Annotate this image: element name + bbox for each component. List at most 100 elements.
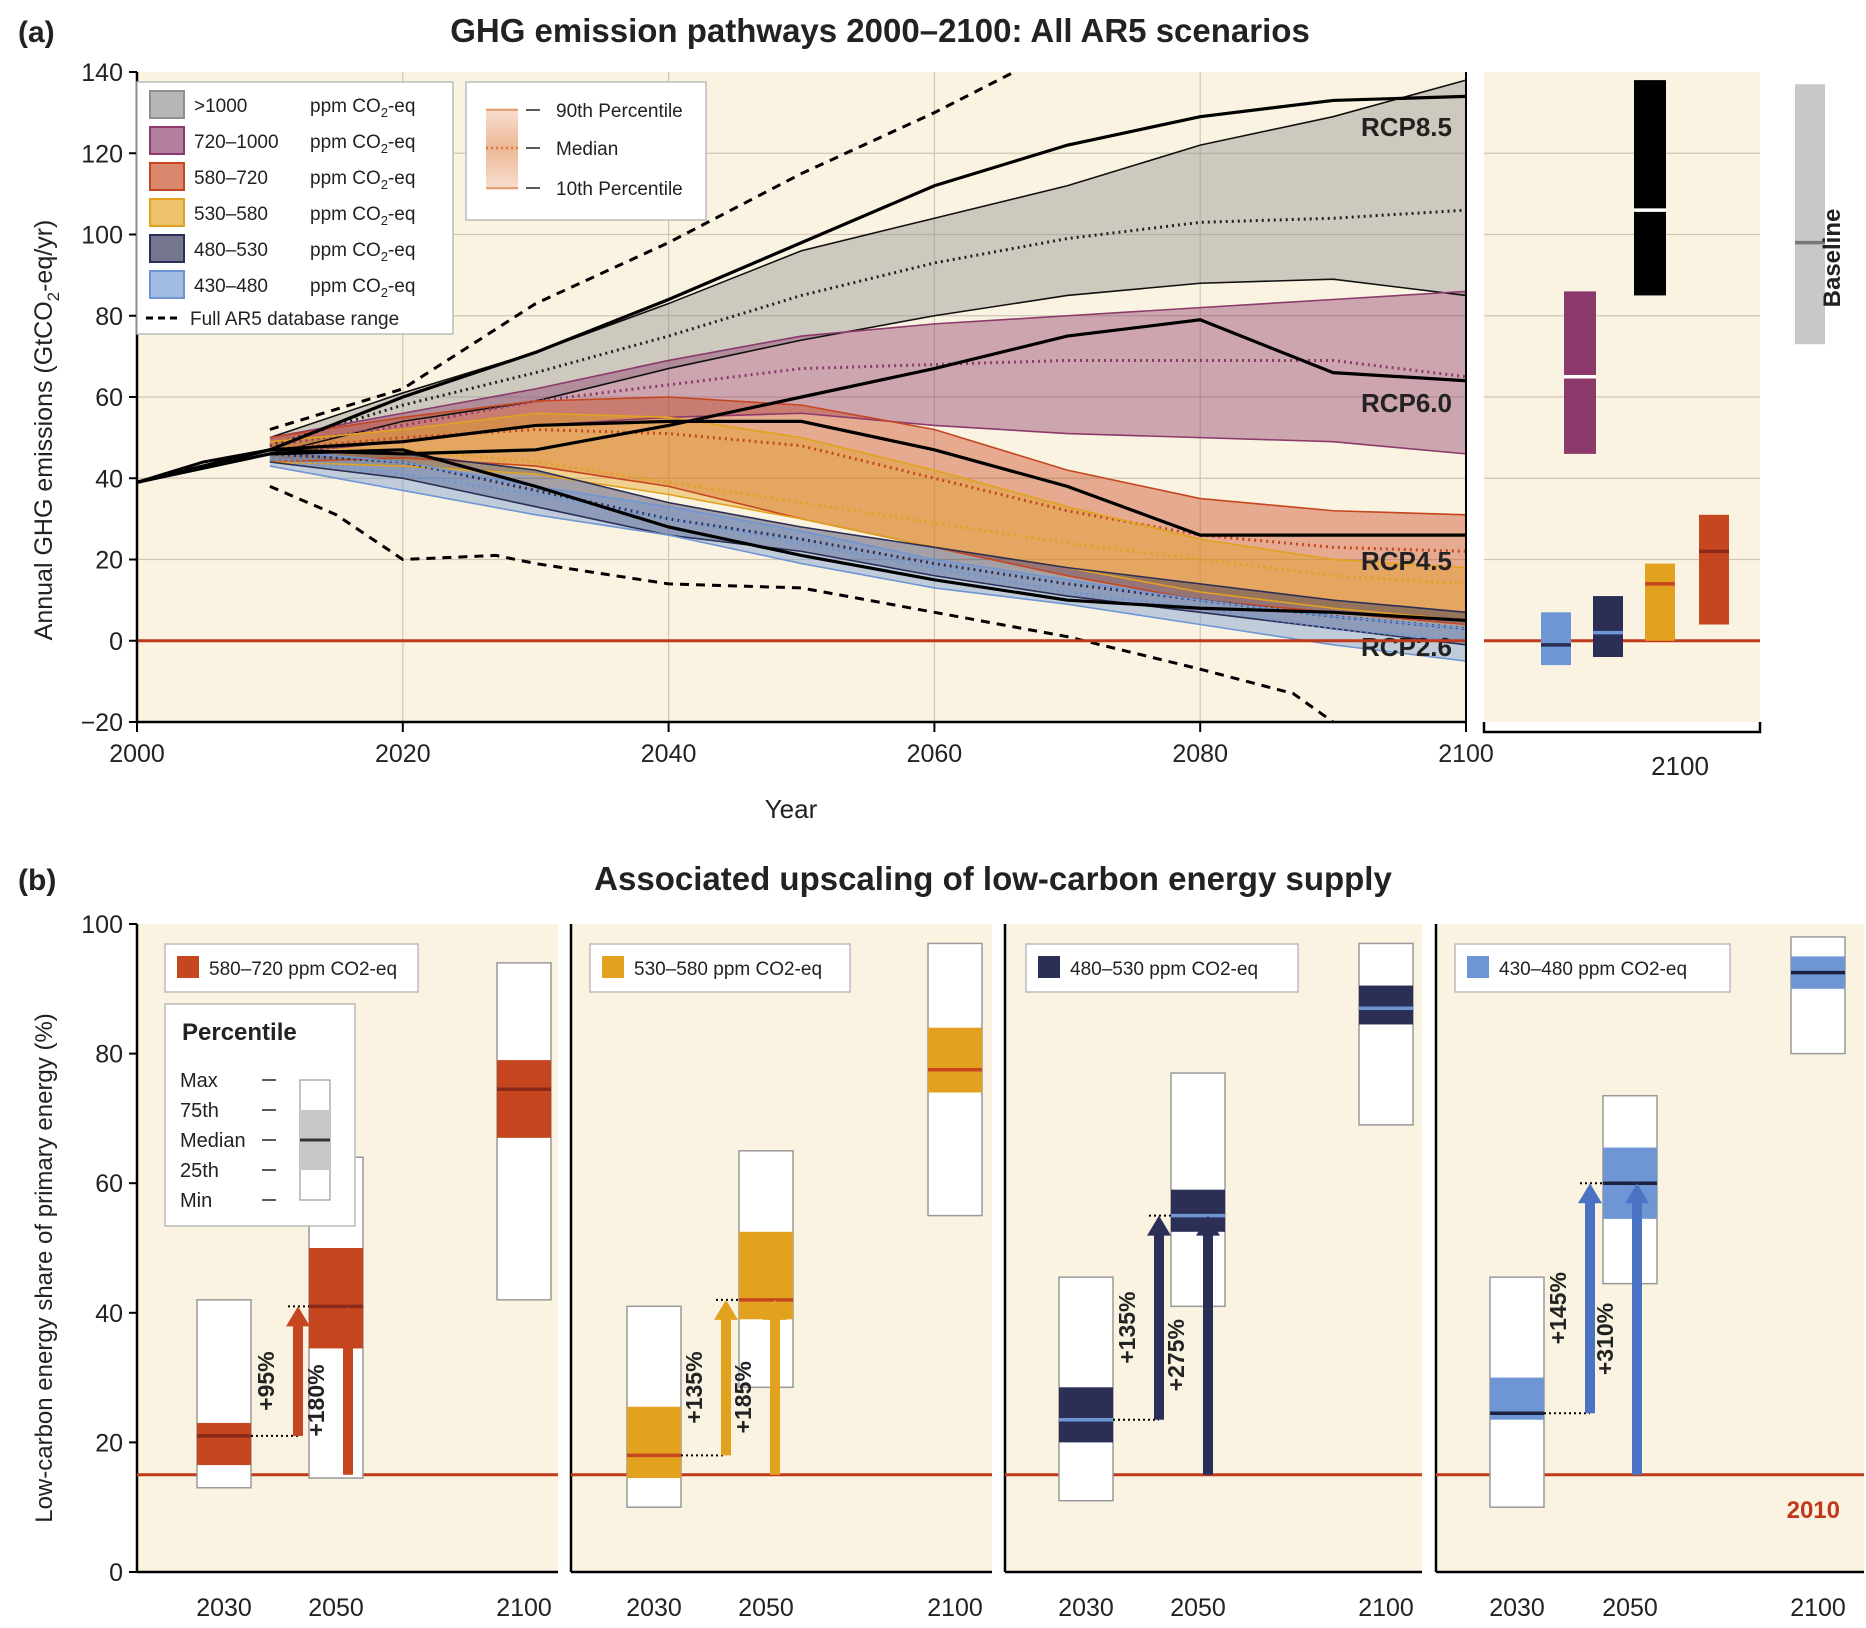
arrow-label-c530-0: +135%	[681, 1351, 707, 1423]
b-tick-label-y-20: 20	[95, 1429, 123, 1457]
b-legend-box-c530	[589, 943, 851, 993]
b-tick-label-y-80: 80	[95, 1041, 123, 1069]
legend-swatch-c430	[149, 270, 185, 299]
legend-range-c480: 480–530	[194, 240, 268, 261]
legend-unit-tail: -eq	[388, 96, 415, 117]
legend-full-range: Full AR5 database range	[190, 309, 399, 330]
line-rcp4-5	[136, 419, 1466, 537]
band-c580-p90	[269, 396, 1467, 516]
band-c480-p90	[269, 449, 1467, 614]
pct-legend-label-25th: 25th	[180, 1160, 219, 1182]
legend-unit-main: ppm CO	[310, 204, 381, 225]
legend-unit-main: ppm CO	[310, 132, 381, 153]
range-2100-c430	[1541, 612, 1571, 666]
b-tick-label-y-100: 100	[81, 911, 123, 939]
baseline-label: Baseline	[1819, 209, 1846, 308]
panel-b-ylabel: Low-carbon energy share of primary energ…	[31, 1013, 58, 1523]
legend-unit-main: ppm CO	[310, 240, 381, 261]
band-c430-p90	[269, 449, 1467, 630]
b-legend-swatch-c530	[602, 956, 624, 978]
arrow-label-c580-0: +95%	[253, 1351, 279, 1410]
legend-unit-sub: 2	[381, 285, 388, 300]
legend-unit-c530: ppm CO2-eq	[310, 204, 415, 228]
range-2100-c480	[1593, 596, 1623, 657]
b-legend-swatch-c480	[1038, 956, 1060, 978]
tick-label-x-2080: 2080	[1172, 740, 1228, 768]
band-gt1000-p10	[269, 278, 1467, 455]
panel-a-xlabel: Year	[765, 794, 818, 824]
legend-box	[136, 81, 454, 335]
pct-legend-label-max: Max	[180, 1070, 218, 1092]
band-gt1000-p90	[269, 79, 1467, 439]
b-x-label-c530-2030: 2030	[626, 1594, 682, 1622]
legend-unit-c480: ppm CO2-eq	[310, 240, 415, 264]
band-c480-p10	[269, 461, 1467, 646]
iqr-c530-2050	[739, 1231, 793, 1320]
legend-unit-c580: ppm CO2-eq	[310, 168, 415, 192]
band-c430-median	[269, 456, 1467, 643]
iqr-c480-2100	[1359, 985, 1413, 1025]
legend-median: Median	[556, 139, 618, 160]
tick-label-y-140: 140	[81, 59, 123, 87]
panel-a-side-xlabel: 2100	[1651, 751, 1709, 781]
line-rcp8-5	[136, 94, 1467, 484]
band-c720-median	[269, 358, 1467, 448]
panel-a-main-plot: RCP8.5RCP6.0RCP4.5RCP2.6−200204060801001…	[81, 59, 1494, 768]
band-c720-p90	[269, 290, 1467, 439]
arrow-shaft-c480-1	[1203, 1233, 1213, 1475]
b-legend-text-c530: 530–580 ppm CO2-eq	[634, 959, 822, 980]
legend-unit-sub: 2	[381, 105, 388, 120]
arrow-shaft-c430-1	[1632, 1201, 1642, 1475]
tick-label-y-20: −20	[81, 709, 123, 737]
ylabel-main: Annual GHG emissions (GtCO	[30, 301, 58, 640]
iqr-c480-2050	[1171, 1189, 1225, 1232]
b-legend-text-c580: 580–720 ppm CO2-eq	[209, 959, 397, 980]
panel-a-2100-ranges	[1482, 72, 1825, 734]
b-x-label-c480-2050: 2050	[1170, 1594, 1226, 1622]
tick-label-y-120: 120	[81, 140, 123, 168]
line-rcp2-6	[136, 448, 1467, 623]
tick-label-y-20: 20	[95, 547, 123, 575]
b-legend-box-c580	[164, 943, 419, 993]
tick-label-x-2020: 2020	[375, 740, 431, 768]
ylabel-end: -eq/yr)	[30, 220, 58, 292]
panel-a-label: (a)	[18, 16, 55, 49]
b-legend-swatch-c430	[1467, 956, 1489, 978]
band-c580-median	[269, 427, 1467, 553]
tick-label-x-2000: 2000	[109, 740, 165, 768]
box-c430-2100	[1790, 936, 1846, 1055]
b-x-label-c580-2100: 2100	[496, 1594, 552, 1622]
panel-b-label: (b)	[18, 864, 56, 897]
arrow-shaft-c580-0	[293, 1324, 303, 1436]
b-x-label-c530-2050: 2050	[738, 1594, 794, 1622]
arrow-head-c530-0	[714, 1299, 738, 1320]
label-rcp4-5: RCP4.5	[1361, 546, 1452, 576]
panel-b-plot: 0 20 40 60 80 100 580–720 ppm CO2-eq 2030 2050 21…	[81, 911, 1864, 1622]
range-2100-c720	[1564, 291, 1596, 454]
range-2100-baseline	[1795, 84, 1825, 345]
legend-unit-tail: -eq	[388, 240, 415, 261]
b-legend-box-c430	[1454, 943, 1731, 993]
legend-unit-tail: -eq	[388, 276, 415, 297]
full-range-lower	[269, 484, 1334, 724]
side-bracket	[1482, 722, 1762, 734]
band-c580	[269, 397, 1466, 625]
arrow-head-c430-1	[1625, 1183, 1649, 1204]
legend-unit-gt1000: ppm CO2-eq	[310, 96, 415, 120]
tick-label-y-40: 40	[95, 465, 123, 493]
legend-unit-sub: 2	[381, 249, 388, 264]
legend-unit-sub: 2	[381, 141, 388, 156]
b-legend-text-c430: 430–480 ppm CO2-eq	[1499, 959, 1687, 980]
box-c480-2100	[1358, 942, 1414, 1126]
arrow-label-c480-0: +135%	[1114, 1292, 1140, 1364]
panel-a-title: GHG emission pathways 2000–2100: All AR5…	[450, 12, 1310, 49]
label-rcp8-5: RCP8.5	[1361, 112, 1452, 142]
pct-legend-title: Percentile	[182, 1019, 297, 1046]
tick-label-y-80: 80	[95, 303, 123, 331]
arrow-label-c530-1: +185%	[730, 1361, 756, 1433]
panel-a-ylabel: Annual GHG emissions (GtCO2-eq/yr)	[30, 220, 63, 641]
arrow-head-c480-1	[1196, 1215, 1220, 1236]
